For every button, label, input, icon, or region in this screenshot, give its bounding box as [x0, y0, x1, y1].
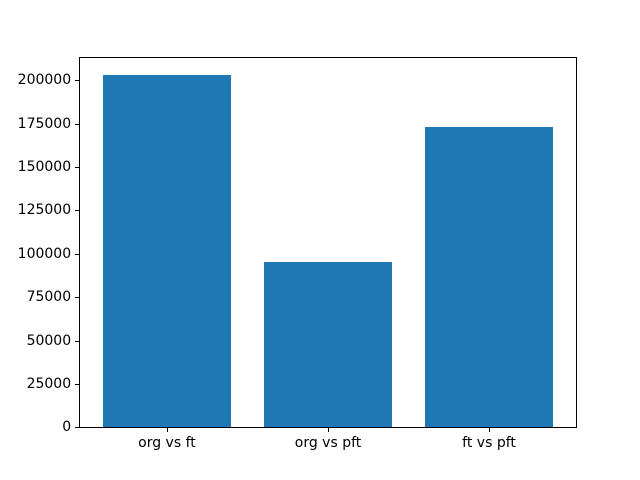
y-tick-label-125000: 125000 [17, 202, 72, 219]
y-axis-tick [75, 340, 80, 342]
y-axis-tick [75, 167, 80, 169]
y-axis-tick [75, 253, 80, 255]
y-tick-label-25000: 25000 [26, 375, 72, 392]
y-tick-label-50000: 50000 [26, 332, 72, 349]
x-axis-tick [489, 427, 491, 433]
y-axis-tick [75, 297, 80, 299]
x-tick-label-org-vs-ft: org vs ft [138, 435, 196, 452]
x-tick-label-ft-vs-pft: ft vs pft [462, 435, 516, 452]
x-axis-tick [328, 427, 329, 433]
y-axis-tick [75, 427, 80, 429]
bar-org-vs-ft [102, 75, 232, 428]
y-tick-label-75000: 75000 [26, 289, 72, 306]
y-tick-label-200000: 200000 [17, 72, 72, 89]
bar-org-vs-pft [263, 262, 393, 428]
y-tick-label-100000: 100000 [17, 245, 72, 262]
x-tick-label-org-vs-pft: org vs pft [294, 435, 362, 452]
y-axis-tick [75, 80, 80, 82]
x-axis-tick [166, 427, 168, 433]
y-tick-label-150000: 150000 [17, 159, 72, 176]
y-tick-label-175000: 175000 [17, 115, 72, 132]
y-axis-tick [75, 210, 80, 212]
y-tick-label-0: 0 [62, 419, 72, 436]
bar-ft-vs-pft [424, 127, 554, 428]
y-axis-tick [75, 123, 80, 125]
y-axis-tick [75, 383, 80, 385]
